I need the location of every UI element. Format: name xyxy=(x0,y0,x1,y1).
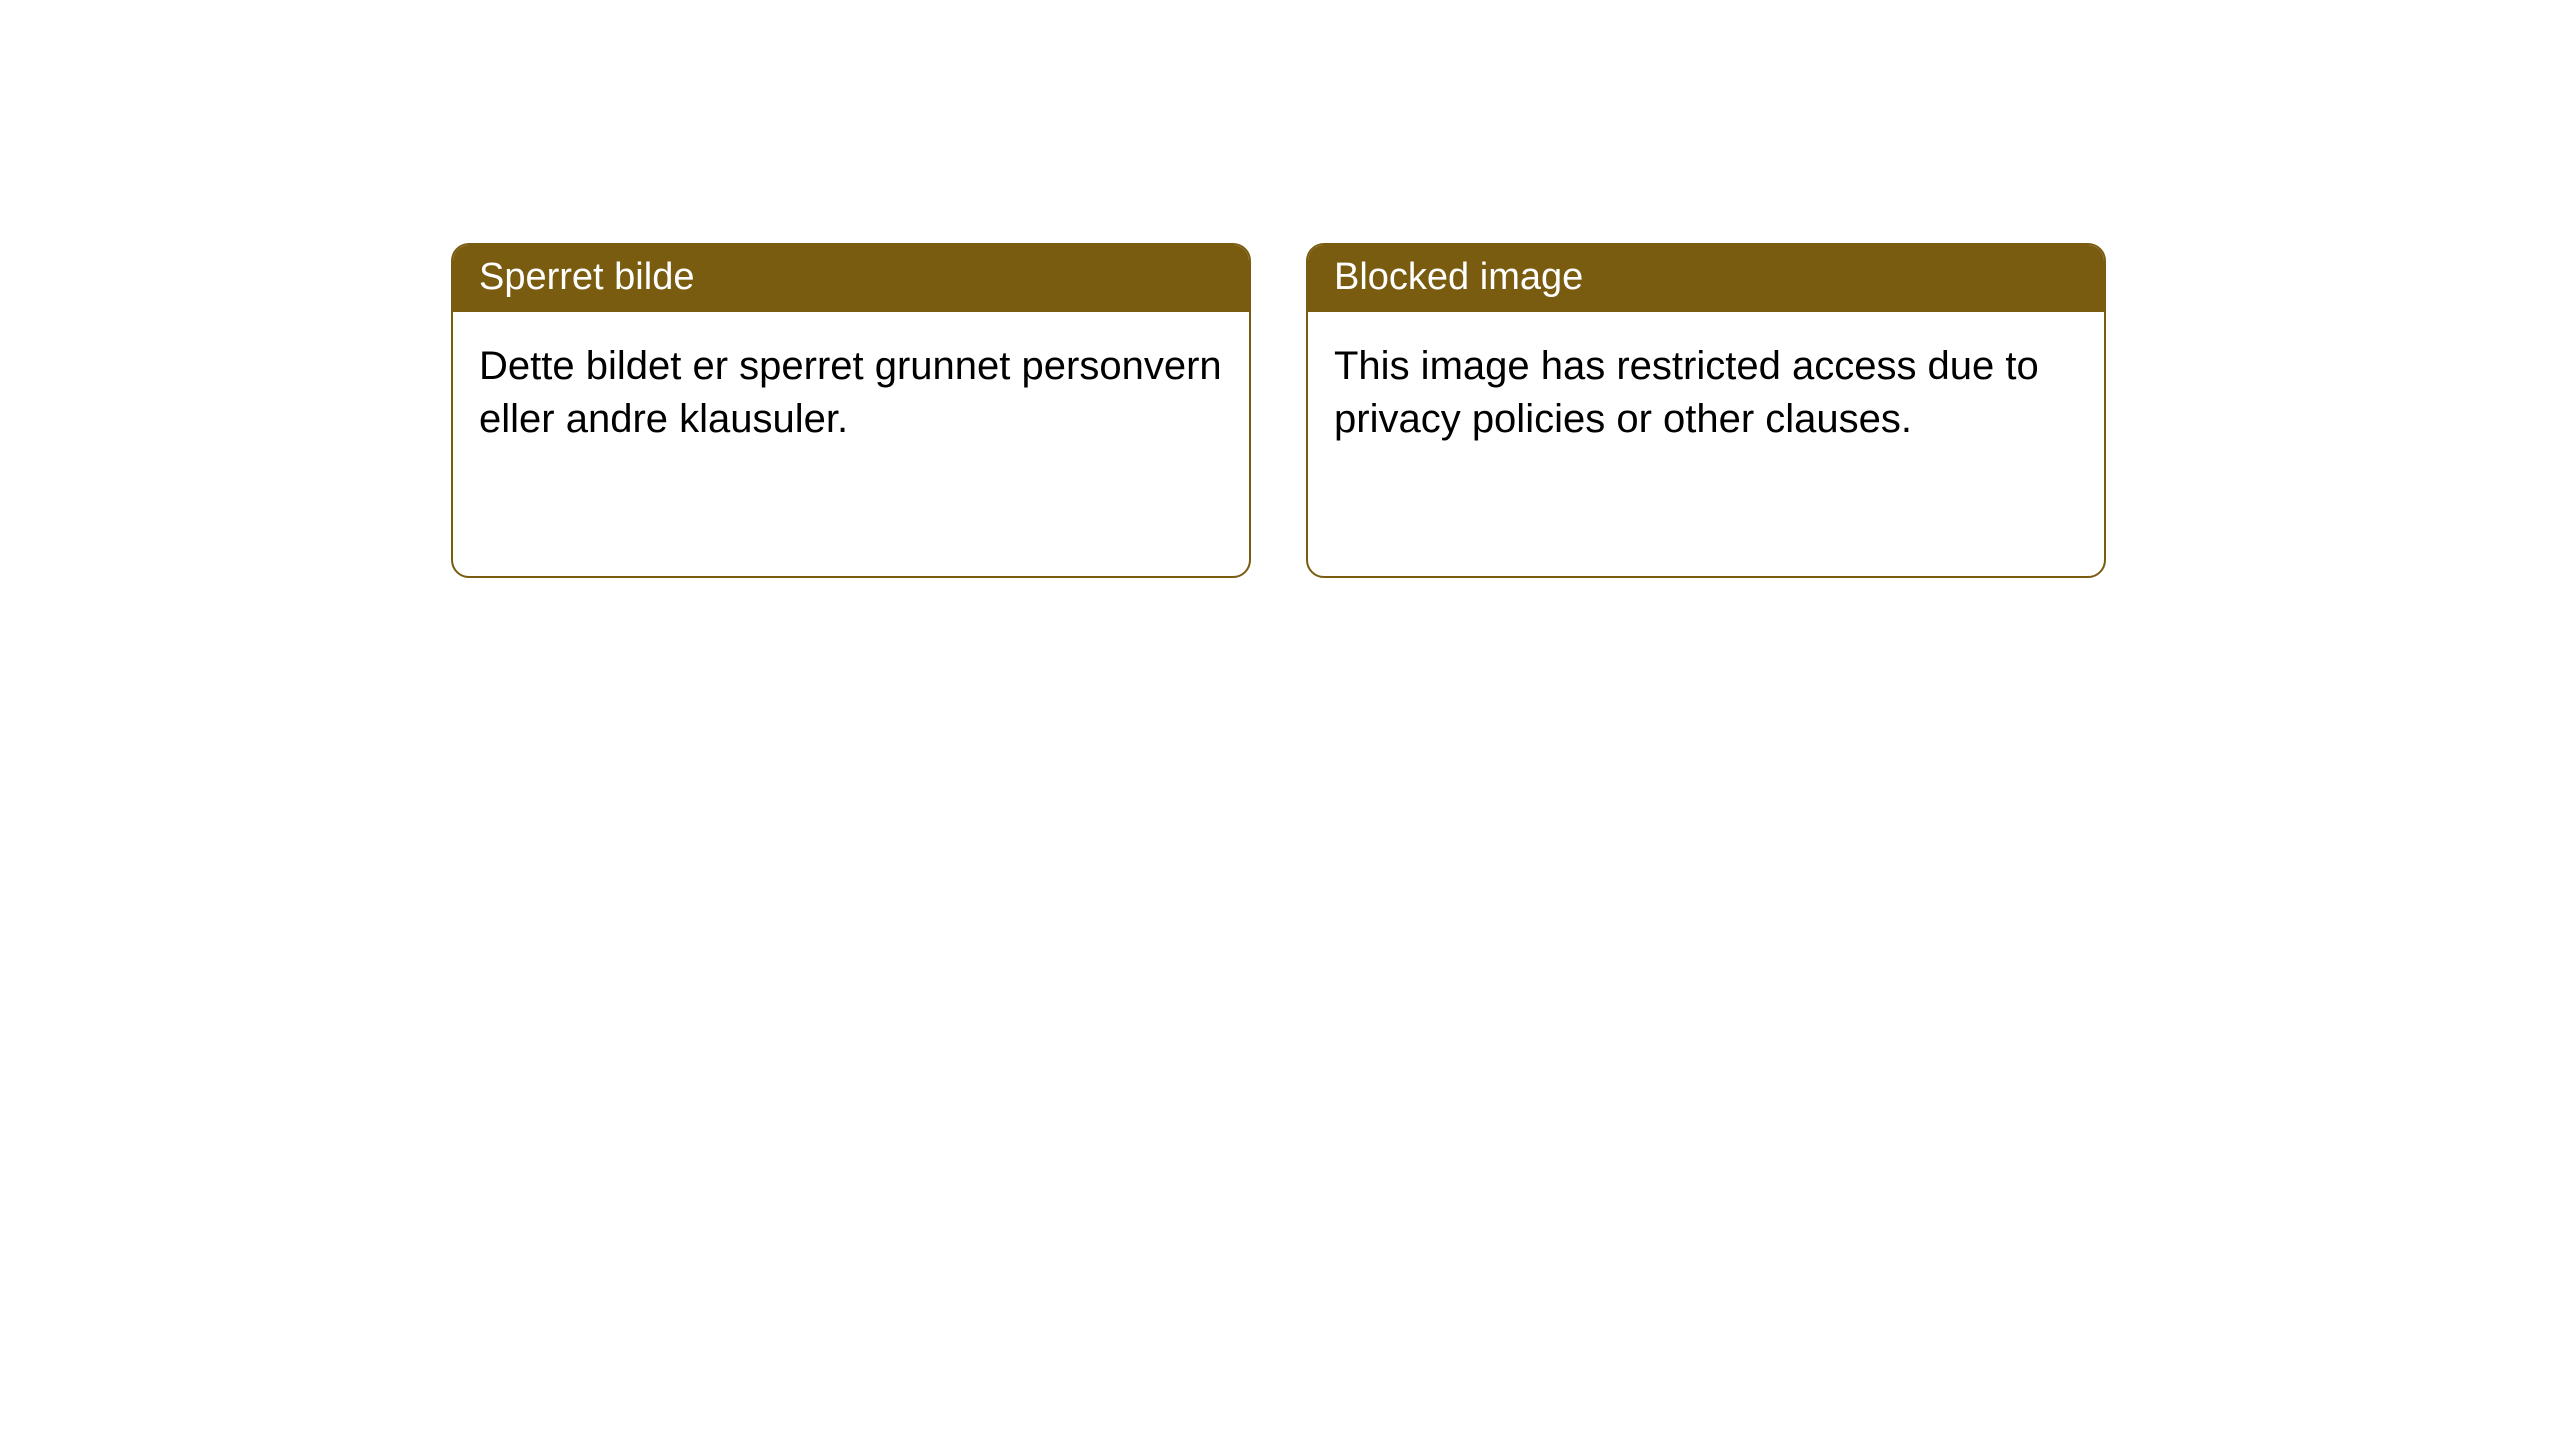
notice-card-en: Blocked image This image has restricted … xyxy=(1306,243,2106,578)
notice-card-no: Sperret bilde Dette bildet er sperret gr… xyxy=(451,243,1251,578)
notice-body-text: Dette bildet er sperret grunnet personve… xyxy=(453,312,1249,474)
notice-body-text: This image has restricted access due to … xyxy=(1308,312,2104,474)
notice-container: Sperret bilde Dette bildet er sperret gr… xyxy=(451,243,2106,578)
notice-header: Blocked image xyxy=(1308,245,2104,312)
notice-header: Sperret bilde xyxy=(453,245,1249,312)
